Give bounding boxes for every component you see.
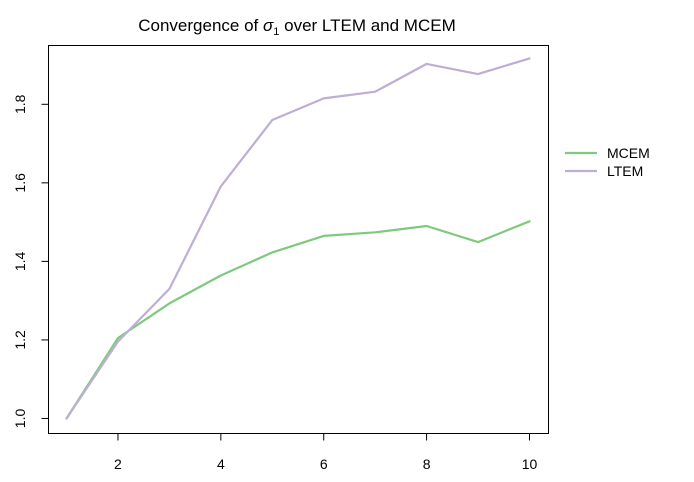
x-axis: 2 4 6 8 10 [114,433,538,472]
sigma-symbol: σ [263,16,274,35]
legend: MCEM LTEM [565,145,650,179]
legend-label-ltem: LTEM [607,163,643,179]
y-tick-label: 1.2 [12,330,28,350]
x-tick-label: 2 [114,456,122,472]
x-tick-label: 8 [423,456,431,472]
y-tick-label: 1.6 [12,173,28,193]
sigma-subscript: 1 [273,26,279,38]
y-tick-label: 1.8 [12,94,28,114]
x-tick-label: 4 [217,456,225,472]
legend-label-mcem: MCEM [607,145,650,161]
x-tick-label: 6 [320,456,328,472]
chart-title: Convergence of σ1 over LTEM and MCEM [138,16,455,38]
y-tick-label: 1.4 [12,251,28,271]
y-axis: 1.0 1.2 1.4 1.6 1.8 [12,94,49,428]
series-line-mcem [65,220,531,420]
series-line-ltem [65,57,531,420]
series-layer [65,57,531,420]
y-tick-label: 1.0 [12,409,28,429]
x-tick-label: 10 [522,456,538,472]
